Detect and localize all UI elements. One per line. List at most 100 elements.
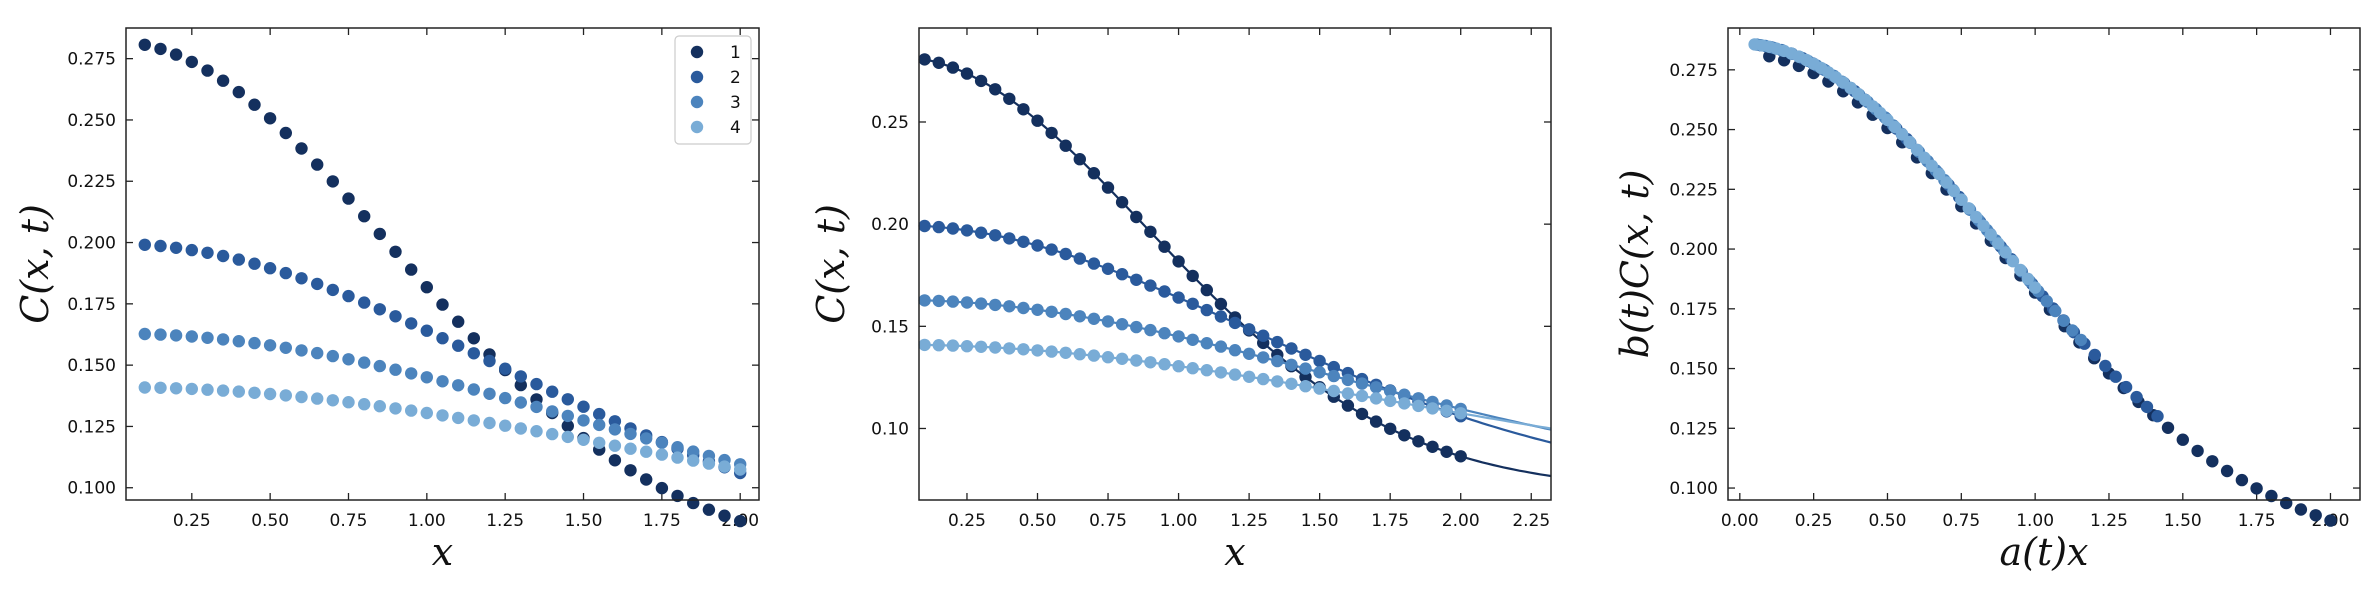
data-point (1045, 126, 1058, 140)
data-point (373, 400, 386, 413)
data-point (2028, 281, 2042, 294)
data-point (373, 359, 386, 373)
data-point (989, 229, 1002, 242)
data-point (1158, 285, 1171, 298)
x-tick-label: 0.75 (1942, 511, 1980, 531)
data-point (201, 383, 214, 396)
y-tick-label: 0.275 (67, 50, 116, 70)
data-point (279, 126, 292, 140)
data-point (2021, 272, 2035, 285)
data-point (974, 340, 988, 353)
data-point (1115, 318, 1129, 331)
data-point (1115, 196, 1129, 209)
data-point (1200, 337, 1214, 350)
data-point (734, 514, 747, 528)
data-point (546, 427, 559, 441)
data-point (1903, 135, 1916, 149)
data-point (1257, 351, 1270, 364)
data-point (216, 384, 230, 397)
data-point (671, 441, 684, 454)
data-point (2280, 496, 2293, 510)
data-point (1214, 310, 1228, 323)
data-point (1059, 139, 1072, 152)
data-point (1087, 349, 1101, 362)
y-tick-label: 0.150 (1669, 360, 1718, 380)
data-point (326, 283, 339, 297)
data-point (561, 430, 574, 444)
data-point (342, 289, 355, 303)
data-point (1896, 128, 1909, 141)
data-point (499, 391, 512, 405)
data-point (232, 253, 245, 266)
y-axis-label: C(x, t) (809, 204, 853, 324)
data-point (1228, 368, 1242, 381)
data-point (655, 481, 669, 495)
data-point (514, 396, 527, 409)
data-point (1299, 380, 1312, 393)
data-point (1228, 316, 1242, 330)
data-point (326, 349, 339, 363)
data-point (154, 381, 167, 394)
y-tick-label: 0.150 (67, 356, 116, 376)
data-point (232, 335, 245, 348)
data-point (1059, 247, 1072, 261)
data-point (1045, 305, 1058, 318)
data-point (1257, 372, 1270, 386)
data-point (1186, 269, 1199, 283)
data-point (960, 67, 974, 80)
data-point (734, 463, 747, 476)
data-point (1962, 202, 1975, 215)
data-point (593, 436, 606, 449)
data-point (2191, 444, 2204, 458)
data-point (608, 454, 622, 467)
data-point (1285, 342, 1298, 355)
data-point (185, 330, 198, 343)
data-point (185, 55, 198, 69)
x-tick-label: 1.00 (2016, 511, 2054, 531)
data-point (960, 340, 974, 353)
data-point (169, 48, 183, 61)
data-point (1073, 310, 1087, 323)
data-point (2250, 482, 2263, 495)
series-1 (138, 38, 747, 528)
data-point (154, 328, 167, 341)
data-point (1186, 297, 1199, 310)
data-point (467, 383, 480, 396)
data-point (561, 393, 574, 406)
data-point (405, 263, 418, 276)
data-point (1017, 235, 1030, 248)
data-point (1426, 402, 1439, 415)
series-1 (1763, 50, 2337, 527)
series-4 (138, 381, 747, 476)
data-point (169, 382, 183, 395)
y-tick-label: 0.200 (67, 234, 116, 254)
data-point (1977, 219, 1990, 232)
data-point (1130, 320, 1143, 334)
data-point (2066, 324, 2079, 337)
data-point (185, 382, 198, 396)
data-point (154, 239, 167, 253)
data-point (1003, 300, 1016, 313)
data-point (248, 98, 261, 111)
data-point (138, 327, 151, 341)
data-point (932, 56, 945, 69)
chart-panel-1: 0.250.500.751.001.251.501.752.000.1000.1… (13, 27, 760, 574)
data-point (960, 296, 974, 309)
series-3 (1750, 38, 2088, 347)
data-point (1158, 327, 1171, 340)
data-point (358, 356, 371, 369)
data-point (1101, 351, 1115, 364)
data-point (1933, 167, 1946, 181)
data-point (232, 85, 245, 99)
data-point (593, 407, 606, 421)
data-point (918, 219, 931, 233)
data-point (2057, 314, 2070, 327)
data-point (1313, 354, 1326, 368)
data-point (295, 390, 308, 404)
y-tick-label: 0.125 (67, 417, 116, 437)
data-point (1087, 167, 1101, 180)
data-point (718, 509, 731, 522)
data-point (608, 439, 622, 452)
legend-marker (690, 95, 704, 109)
data-point (216, 249, 230, 263)
